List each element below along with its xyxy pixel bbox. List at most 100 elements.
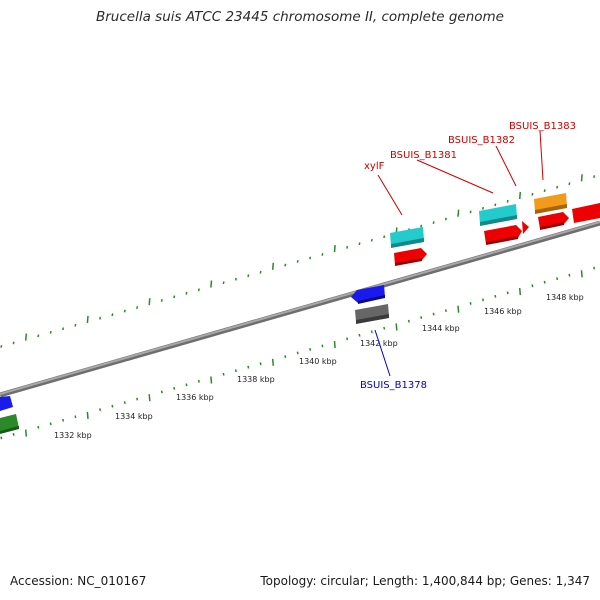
gene-labels: xylF BSUIS_B1381 BSUIS_B1382 BSUIS_B1383… (360, 121, 576, 391)
major-tick (271, 358, 275, 366)
minor-tick (370, 238, 373, 242)
minor-tick (543, 280, 546, 284)
minor-tick (407, 319, 410, 323)
accession-text: Accession: NC_010167 (10, 574, 147, 588)
minor-tick (12, 341, 15, 345)
major-tick (24, 429, 28, 437)
minor-tick (259, 270, 262, 274)
minor-tick (111, 404, 114, 408)
minor-tick (49, 422, 52, 426)
minor-tick (12, 433, 15, 436)
major-tick (580, 174, 583, 182)
minor-tick (321, 344, 324, 348)
cyan-feature[interactable] (479, 204, 517, 224)
major-tick (333, 245, 336, 253)
scale-label: 1338 kbp (237, 375, 275, 384)
minor-tick (543, 189, 546, 193)
minor-tick (123, 401, 126, 404)
xylf-cds[interactable] (394, 248, 427, 265)
minor-tick (420, 316, 423, 319)
minor-tick (296, 351, 299, 355)
bsuis-b1382-cds[interactable] (522, 221, 529, 234)
major-tick (457, 305, 460, 313)
gene-label-xylf[interactable]: xylF (364, 161, 385, 172)
minor-tick (346, 245, 349, 249)
map-title: Brucella suis ATCC 23445 chromosome II, … (96, 9, 504, 25)
scale-label: 1340 kbp (299, 357, 337, 366)
minor-tick (74, 415, 77, 419)
minor-tick (185, 383, 188, 387)
label-leader-lines (374, 130, 544, 377)
major-tick (86, 315, 89, 323)
major-tick (580, 270, 583, 278)
gene-label-bsuis-b1383[interactable]: BSUIS_B1383 (509, 121, 576, 132)
minor-tick (432, 312, 435, 316)
minor-tick (234, 369, 237, 373)
minor-tick (259, 362, 262, 366)
minor-tick (309, 348, 312, 351)
minor-tick (37, 334, 40, 338)
minor-tick (556, 185, 559, 189)
gene-label-bsuis-b1381[interactable]: BSUIS_B1381 (390, 150, 457, 161)
minor-tick (160, 390, 163, 394)
minor-tick (62, 418, 65, 422)
minor-tick (568, 273, 571, 277)
minor-tick (284, 355, 287, 358)
minor-tick (296, 260, 299, 263)
minor-tick (123, 309, 126, 313)
minor-tick (469, 210, 472, 214)
minor-tick (370, 330, 373, 334)
minor-tick (481, 206, 485, 210)
minor-tick (494, 294, 497, 298)
minor-tick (432, 221, 435, 224)
forward-cds-feature[interactable] (572, 203, 600, 223)
minor-tick (531, 192, 534, 196)
gene-label-bsuis-b1382[interactable]: BSUIS_B1382 (448, 135, 515, 146)
minor-tick (506, 199, 509, 203)
minor-tick (0, 345, 3, 348)
major-tick (210, 376, 213, 384)
reverse-cds-feature[interactable] (0, 396, 13, 411)
outer-tick-ring (0, 174, 596, 348)
minor-tick (136, 397, 139, 401)
scale-labels: 1332 kbp 1334 kbp 1336 kbp 1338 kbp 1340… (54, 293, 584, 440)
minor-tick (136, 306, 139, 309)
bsuis-b1383-cds[interactable] (538, 212, 569, 229)
minor-tick (37, 425, 40, 429)
minor-tick (173, 295, 176, 299)
minor-tick (222, 372, 225, 376)
scale-label: 1348 kbp (546, 293, 584, 302)
major-tick (518, 287, 522, 296)
scale-label: 1332 kbp (54, 431, 92, 440)
major-tick (148, 298, 151, 306)
minor-tick (481, 298, 485, 302)
minor-tick (383, 326, 386, 330)
minor-tick (420, 224, 423, 228)
major-tick (333, 341, 336, 349)
scale-label: 1342 kbp (360, 339, 398, 348)
minor-tick (0, 436, 3, 440)
scale-label: 1344 kbp (422, 324, 460, 333)
major-tick (457, 209, 460, 217)
inner-tick-ring (0, 266, 596, 440)
major-tick (518, 191, 522, 200)
major-tick (271, 262, 275, 270)
minor-tick (506, 291, 509, 295)
forward-features (390, 193, 600, 266)
genome-summary-text: Topology: circular; Length: 1,400,844 bp… (260, 574, 590, 588)
gene-label-bsuis-b1378[interactable]: BSUIS_B1378 (360, 380, 427, 391)
minor-tick (62, 327, 65, 331)
minor-tick (49, 330, 52, 334)
major-tick (395, 323, 398, 331)
minor-tick (444, 217, 447, 221)
minor-tick (185, 291, 188, 295)
genome-backbone (0, 220, 600, 398)
minor-tick (444, 309, 447, 312)
minor-tick (74, 323, 77, 327)
bsuis-b1381-cds[interactable] (484, 225, 522, 244)
minor-tick (309, 256, 312, 260)
minor-tick (593, 266, 596, 270)
minor-tick (197, 379, 200, 383)
minor-tick (234, 277, 237, 281)
